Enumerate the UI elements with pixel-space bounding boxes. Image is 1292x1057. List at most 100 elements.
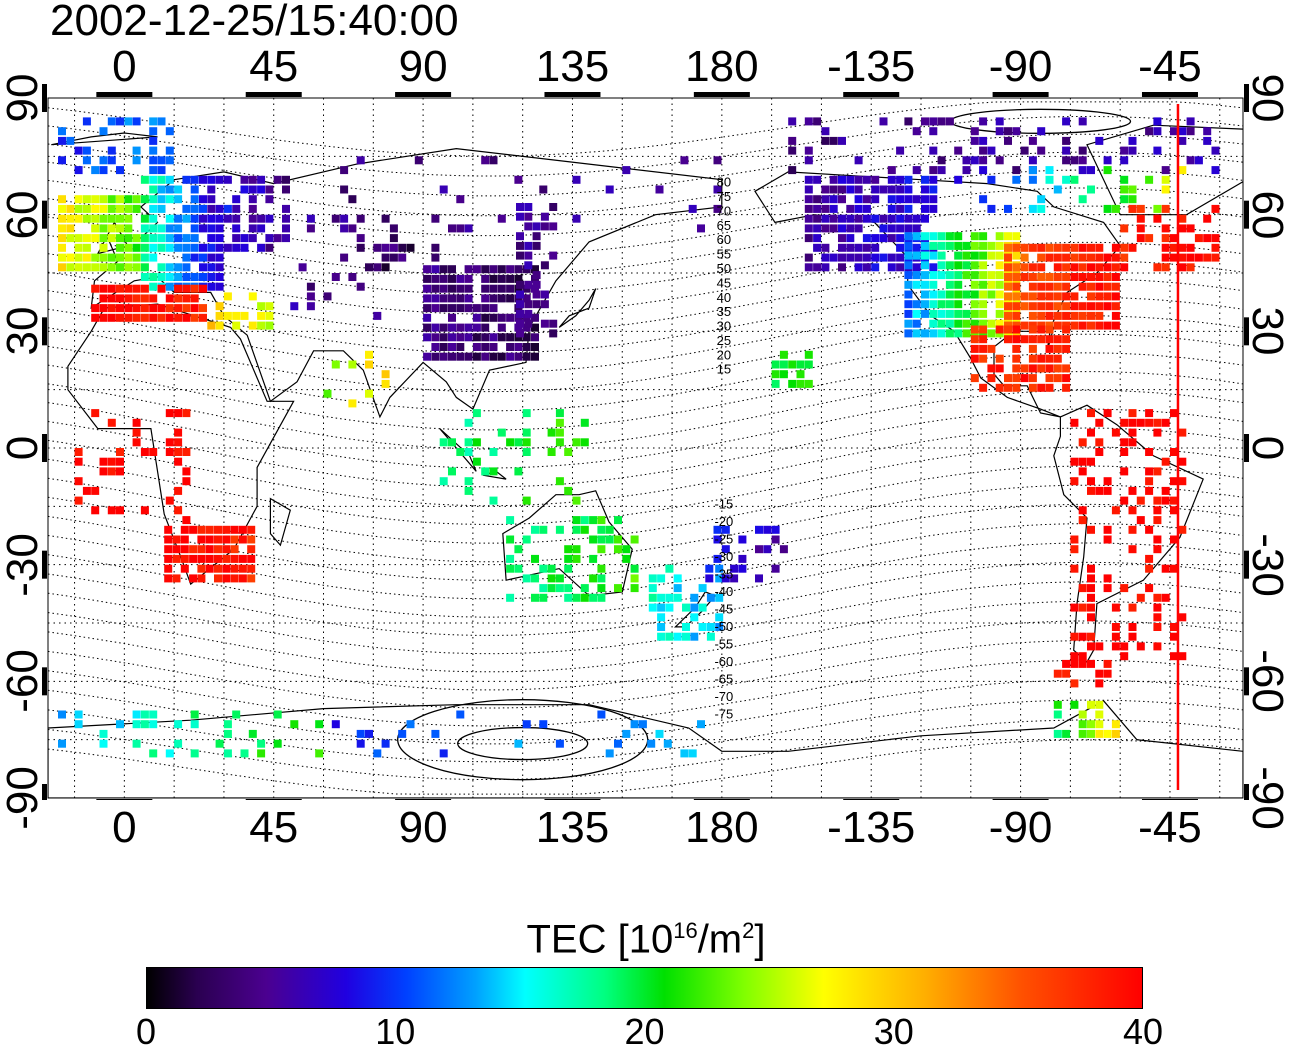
tec-sample: [549, 222, 558, 231]
tec-sample: [497, 313, 506, 322]
tec-sample: [1095, 418, 1104, 427]
tec-sample: [929, 146, 938, 155]
tec-sample: [1078, 729, 1087, 738]
tec-sample: [207, 195, 216, 204]
tec-sample: [1128, 623, 1137, 631]
tec-sample: [448, 333, 456, 342]
tec-sample: [1004, 374, 1012, 383]
tec-sample: [472, 343, 481, 351]
tec-sample: [1012, 292, 1021, 301]
tec-sample: [516, 232, 524, 241]
tec-sample: [1045, 364, 1054, 373]
tec-sample: [1095, 311, 1104, 320]
tec-sample: [182, 304, 191, 313]
tec-sample: [663, 739, 672, 748]
tec-sample: [862, 243, 871, 252]
tec-sample: [648, 584, 657, 593]
tec-sample: [987, 319, 996, 328]
tec-sample: [107, 304, 116, 313]
tec-sample: [970, 232, 979, 241]
tec-sample: [846, 243, 855, 252]
contour-label: -55: [714, 636, 733, 651]
tec-sample: [912, 251, 921, 260]
tec-sample: [829, 253, 838, 262]
tec-sample: [1087, 525, 1095, 534]
tec-sample: [232, 204, 241, 213]
tec-sample: [771, 360, 780, 369]
tec-sample: [1186, 127, 1195, 136]
tec-sample: [1062, 136, 1071, 145]
tec-sample: [1120, 195, 1129, 204]
tec-sample: [248, 224, 257, 233]
tec-sample: [1178, 263, 1187, 272]
tec-sample: [190, 204, 199, 213]
tec-sample: [472, 438, 481, 447]
tec-sample: [199, 243, 207, 252]
tec-sample: [945, 271, 954, 280]
tec-sample: [904, 224, 913, 233]
colorbar-tick-label: 30: [873, 1011, 914, 1052]
tec-sample: [157, 204, 166, 213]
tec-sample: [214, 545, 222, 554]
tec-sample: [896, 185, 905, 194]
tec-sample: [190, 214, 199, 223]
tec-sample: [705, 564, 714, 573]
tec-sample: [1070, 321, 1079, 330]
tec-sample: [657, 574, 666, 583]
tec-sample: [140, 294, 149, 303]
tec-sample: [66, 214, 75, 223]
tec-sample: [1062, 156, 1071, 165]
tec-sample: [197, 525, 206, 534]
tec-sample: [987, 290, 996, 299]
magnetic-contour: [48, 465, 1243, 544]
tec-sample: [970, 335, 979, 344]
tec-sample: [431, 274, 440, 283]
tec-sample: [1004, 253, 1012, 262]
tec-sample: [497, 274, 506, 283]
tec-sample: [489, 333, 498, 342]
tec-sample: [970, 374, 979, 383]
tec-sample: [547, 574, 556, 583]
tec-sample: [871, 195, 880, 204]
tec-sample: [921, 309, 929, 318]
frame-tick: [1244, 784, 1249, 800]
tec-sample: [140, 273, 149, 281]
tec-sample: [532, 290, 541, 299]
tec-sample: [180, 545, 189, 554]
tec-sample: [1020, 243, 1029, 252]
tec-sample: [223, 243, 232, 252]
tec-sample: [215, 302, 224, 311]
tec-sample: [673, 632, 682, 641]
tec-sample: [673, 584, 682, 593]
tec-sample: [1087, 632, 1095, 641]
tec-sample: [1070, 535, 1079, 544]
tec-sample: [555, 525, 564, 534]
tec-sample: [74, 496, 83, 505]
tec-sample: [182, 294, 191, 303]
tec-sample: [348, 273, 357, 281]
tec-sample: [116, 457, 124, 466]
tec-sample: [555, 584, 564, 593]
tec-sample: [904, 261, 913, 270]
frame-tick: [42, 84, 47, 112]
tec-sample: [1170, 623, 1178, 631]
tec-sample: [912, 309, 921, 318]
tec-sample: [1170, 127, 1178, 136]
tec-sample: [1087, 642, 1095, 651]
tec-sample: [124, 204, 133, 213]
tec-sample: [1020, 335, 1029, 344]
tec-sample: [248, 729, 257, 738]
magnetic-contour: [48, 679, 1243, 745]
tec-sample: [937, 290, 946, 299]
tec-sample: [1053, 253, 1062, 262]
tec-sample: [555, 428, 564, 437]
tec-sample: [929, 204, 938, 213]
tec-sample: [124, 234, 133, 243]
tec-sample: [82, 204, 91, 213]
lon-tick-label-bottom: -45: [1138, 803, 1202, 852]
tec-sample: [265, 234, 274, 243]
tec-sample: [1037, 311, 1046, 320]
tec-sample: [1103, 156, 1112, 165]
frame-tick: [1244, 667, 1249, 696]
tec-sample: [230, 535, 239, 544]
